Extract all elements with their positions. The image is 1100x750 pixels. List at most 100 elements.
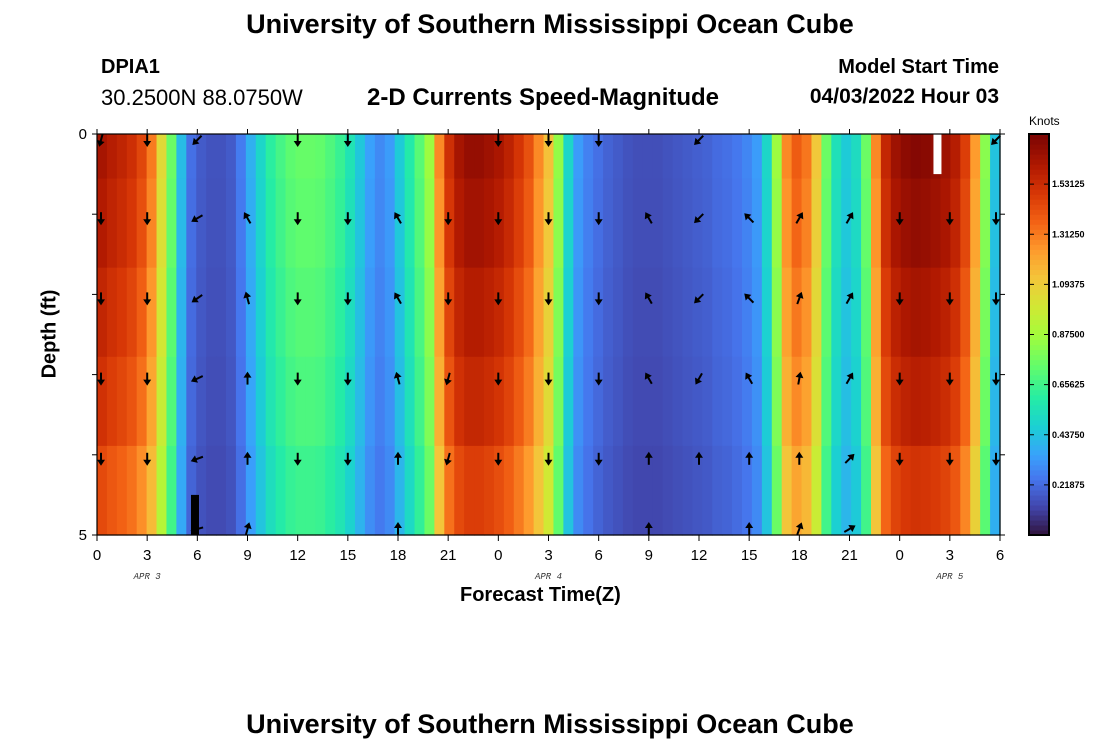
heat-cell — [871, 178, 882, 269]
heat-cell — [990, 445, 1001, 536]
heat-cell — [414, 267, 426, 358]
heat-cell — [176, 178, 187, 269]
colorbar-band — [1029, 474, 1049, 481]
heat-cell — [871, 267, 882, 358]
colorbar-band — [1029, 439, 1049, 446]
direction-arrow — [494, 452, 503, 466]
heat-cell — [791, 134, 803, 180]
colorbar-band — [1029, 394, 1049, 401]
heat-cell — [811, 356, 822, 447]
colorbar-tick-label: 0.87500 — [1052, 330, 1085, 340]
page-title: University of Southern Mississippi Ocean… — [246, 9, 854, 39]
direction-arrow — [293, 372, 302, 386]
heat-cell — [335, 134, 346, 180]
heat-cell — [156, 445, 168, 536]
heat-cell — [97, 356, 108, 447]
colorbar-band — [1029, 304, 1049, 311]
heat-cell — [970, 178, 981, 269]
heat-cell — [781, 445, 793, 536]
heat-cell — [712, 134, 723, 180]
heat-cell — [206, 356, 217, 447]
heat-cell — [583, 267, 594, 358]
heat-cell — [434, 178, 445, 269]
colorbar-band — [1029, 524, 1049, 531]
heat-cell — [702, 267, 713, 358]
heat-cell — [761, 267, 773, 358]
direction-arrow — [845, 212, 854, 224]
heat-cell — [295, 134, 306, 180]
heat-cell — [434, 356, 445, 447]
heat-cell — [196, 267, 207, 358]
heat-cell — [841, 445, 852, 536]
heat-cell — [712, 356, 723, 447]
heat-cell — [652, 134, 664, 180]
heat-cell — [285, 267, 297, 358]
heat-cell — [394, 134, 406, 180]
heat-cell — [603, 134, 614, 180]
heat-cell — [642, 134, 654, 180]
direction-arrow — [694, 135, 704, 145]
heat-cell — [563, 445, 574, 536]
chart-title: 2-D Currents Speed-Magnitude — [367, 84, 720, 111]
colorbar-band — [1029, 334, 1049, 341]
colorbar-band — [1029, 424, 1049, 431]
heat-cell — [543, 356, 555, 447]
heat-cell — [781, 134, 793, 180]
colorbar-band — [1029, 404, 1049, 411]
direction-arrow — [845, 292, 854, 305]
direction-arrow — [243, 291, 252, 305]
heat-cell — [712, 178, 723, 269]
x-tick-label: 12 — [289, 547, 306, 564]
direction-arrow — [192, 135, 203, 145]
heat-cell — [176, 134, 187, 180]
heat-cell — [325, 178, 336, 269]
heat-cell — [404, 356, 416, 447]
heat-cell — [771, 178, 783, 269]
heat-cell — [821, 356, 832, 447]
colorbar-band — [1029, 254, 1049, 260]
heat-cell — [275, 267, 287, 358]
heat-cell — [940, 178, 951, 269]
heat-cell — [265, 134, 277, 180]
heat-cell — [295, 356, 306, 447]
heat-cell — [871, 356, 882, 447]
heat-cell — [801, 267, 813, 358]
direction-arrow — [494, 134, 503, 147]
x-tick-label: 6 — [193, 547, 201, 564]
direction-arrow — [444, 372, 452, 386]
x-tick-label: 18 — [791, 547, 808, 564]
date-label: APR 4 — [534, 572, 562, 582]
heat-cell — [652, 178, 664, 269]
direction-arrow — [745, 372, 754, 385]
heat-cell — [245, 356, 257, 447]
colorbar-band — [1029, 204, 1049, 210]
heat-cell — [374, 178, 386, 269]
heat-cell — [364, 356, 376, 447]
heat-cell — [702, 445, 713, 536]
heat-cell — [603, 267, 614, 358]
direction-arrow — [394, 522, 402, 535]
colorbar-band — [1029, 134, 1049, 140]
heat-cell — [801, 134, 813, 180]
heat-cell — [394, 356, 406, 447]
colorbar-band — [1029, 149, 1049, 155]
heat-cell — [970, 356, 981, 447]
colorbar-band — [1029, 274, 1049, 280]
direction-arrow — [895, 452, 904, 466]
heat-cell — [255, 134, 267, 180]
heat-cell — [553, 178, 564, 269]
heat-cell — [920, 267, 932, 358]
colorbar-band — [1029, 514, 1049, 521]
direction-arrow — [644, 522, 653, 535]
heat-cell — [136, 267, 148, 358]
heat-cell — [464, 356, 475, 447]
direction-arrow — [795, 522, 804, 535]
heat-cell — [255, 178, 267, 269]
heat-cell — [493, 445, 505, 536]
heat-cell — [216, 356, 227, 447]
heat-cell — [523, 356, 535, 447]
heat-cell — [305, 445, 316, 536]
colorbar-band — [1029, 344, 1049, 351]
heat-cell — [662, 178, 674, 269]
